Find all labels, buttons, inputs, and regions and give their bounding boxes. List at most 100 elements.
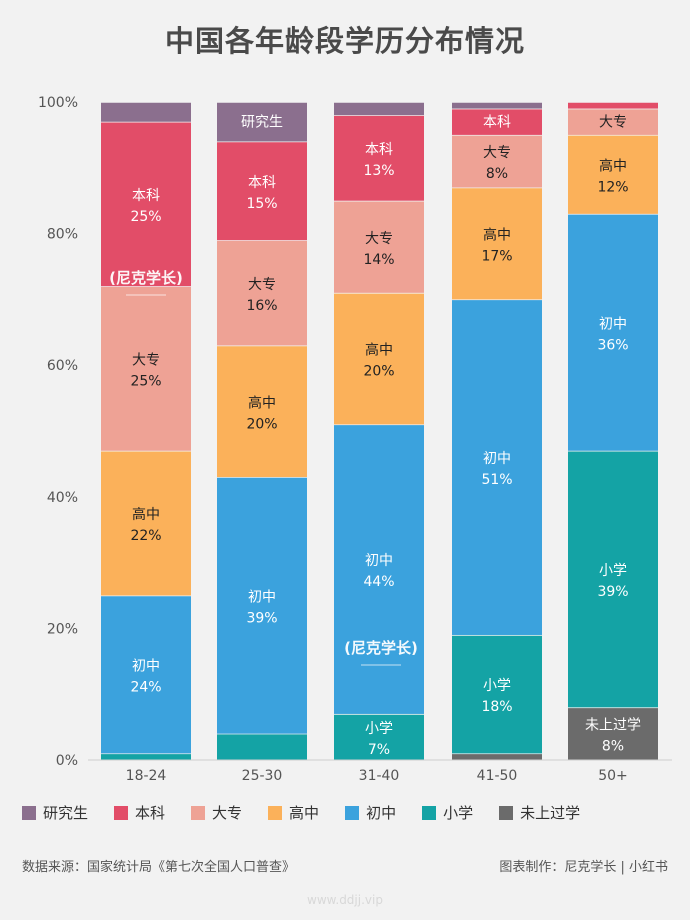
y-tick-label: 100% bbox=[38, 95, 78, 111]
bar-segment bbox=[334, 713, 424, 760]
bar-stack-31-40: 小学 7% 初中 44% 高中 20% 大专 14% 本科 13% bbox=[334, 101, 424, 760]
segment-name-label: 高中 bbox=[132, 506, 160, 523]
bar-segment bbox=[334, 292, 424, 425]
legend-label: 研究生 bbox=[43, 804, 89, 822]
legend-swatch bbox=[499, 805, 514, 820]
bar-segment bbox=[452, 634, 542, 754]
y-tick-label: 20% bbox=[47, 621, 78, 637]
bar-segment bbox=[101, 595, 191, 754]
legend-item: 研究生 bbox=[22, 802, 88, 823]
x-tick-label: 41-50 bbox=[477, 768, 518, 784]
segment-name-label: 本科 bbox=[365, 142, 393, 158]
segment-value-label: 24% bbox=[130, 679, 161, 695]
legend-item: 初中 bbox=[345, 802, 396, 823]
bar-segment bbox=[217, 141, 307, 241]
chart-title: 中国各年龄段学历分布情况 bbox=[164, 24, 525, 58]
bar-segment bbox=[334, 115, 424, 201]
segment-value-label: 16% bbox=[246, 298, 277, 314]
segment-name-label: 大专 bbox=[483, 145, 511, 161]
segment-value-label: 8% bbox=[486, 166, 508, 182]
segment-name-label: 初中 bbox=[365, 552, 393, 569]
segment-value-label: 25% bbox=[130, 373, 161, 389]
bar-segment bbox=[452, 299, 542, 635]
legend-swatch bbox=[268, 805, 283, 820]
segment-name-label: 研究生 bbox=[241, 115, 283, 131]
y-tick-label: 80% bbox=[47, 227, 78, 243]
legend-item: 未上过学 bbox=[499, 802, 580, 823]
bar-segment bbox=[568, 213, 658, 451]
footer-credit: 图表制作：尼克学长 | 小红书 bbox=[499, 860, 668, 875]
legend-label: 本科 bbox=[135, 804, 166, 822]
bar-segment bbox=[217, 733, 307, 760]
legend-swatch bbox=[345, 805, 360, 820]
legend-item: 小学 bbox=[422, 802, 473, 823]
bar-segment bbox=[101, 753, 191, 760]
bar-stack-18-24: 初中 24% 高中 22% 大专 25% 本科 25% bbox=[101, 101, 191, 760]
segment-name-label: 大专 bbox=[248, 277, 276, 293]
bar-segment bbox=[568, 707, 658, 760]
segment-value-label: 22% bbox=[130, 528, 161, 544]
y-tick-label: 60% bbox=[47, 358, 78, 374]
site-watermark: www.ddjj.vip bbox=[307, 893, 383, 907]
y-tick-label: 40% bbox=[47, 490, 78, 506]
segment-value-label: 44% bbox=[363, 574, 394, 590]
bar-segment bbox=[101, 102, 191, 122]
legend-label: 高中 bbox=[289, 804, 320, 822]
segment-name-label: 高中 bbox=[248, 394, 276, 411]
segment-name-label: 小学 bbox=[365, 721, 393, 737]
legend-label: 大专 bbox=[212, 804, 243, 822]
x-tick-label: 50+ bbox=[598, 768, 628, 784]
bar-segment bbox=[334, 200, 424, 293]
segment-value-label: 17% bbox=[481, 248, 512, 264]
segment-name-label: 初中 bbox=[483, 450, 511, 467]
segment-value-label: 39% bbox=[246, 610, 277, 626]
segment-value-label: 36% bbox=[597, 337, 628, 353]
logo-watermarks: (尼克学长) (尼克学长) bbox=[109, 269, 418, 666]
bar-stack-25-30: 初中 39% 高中 20% 大专 16% 本科 15% 研究生 bbox=[217, 101, 307, 760]
bar-segment bbox=[452, 187, 542, 300]
segment-value-label: 14% bbox=[363, 252, 394, 268]
y-tick-label: 0% bbox=[56, 753, 78, 769]
x-axis: 18-24 25-30 31-40 41-50 50+ bbox=[88, 759, 672, 784]
segment-value-label: 39% bbox=[597, 584, 628, 600]
segment-value-label: 15% bbox=[246, 196, 277, 212]
segment-name-label: 小学 bbox=[599, 563, 627, 579]
segment-value-label: 13% bbox=[363, 163, 394, 179]
segment-value-label: 7% bbox=[368, 742, 390, 758]
bar-segment bbox=[217, 240, 307, 346]
bar-segment bbox=[568, 108, 658, 135]
bar-segment bbox=[101, 121, 191, 287]
segment-name-label: 未上过学 bbox=[585, 718, 641, 734]
stacked-bar-chart: 0% 20% 40% 60% 80% 100% 初中 24% 高中 22% 大专 25% 本科 25% 初… bbox=[38, 95, 672, 784]
segment-name-label: 大专 bbox=[599, 115, 627, 131]
bar-segment bbox=[568, 450, 658, 708]
logo-text: (尼克学长) bbox=[344, 639, 418, 657]
segment-value-label: 51% bbox=[481, 472, 512, 488]
logo-watermark: (尼克学长) bbox=[109, 269, 183, 296]
bar-segment bbox=[217, 477, 307, 734]
segment-name-label: 高中 bbox=[599, 157, 627, 174]
segment-name-label: 大专 bbox=[132, 352, 160, 368]
segment-name-label: 初中 bbox=[599, 315, 627, 332]
bar-segment bbox=[568, 134, 658, 214]
legend-label: 未上过学 bbox=[520, 804, 581, 822]
segment-value-label: 18% bbox=[481, 699, 512, 715]
legend-swatch bbox=[22, 805, 36, 820]
bars: 初中 24% 高中 22% 大专 25% 本科 25% 初中 39% 高中 20% 大专 16% 本科 15%… bbox=[101, 101, 658, 760]
segment-name-label: 小学 bbox=[483, 678, 511, 694]
bar-segment bbox=[452, 753, 542, 760]
legend-swatch bbox=[191, 805, 206, 820]
bar-stack-50+: 未上过学 8% 小学 39% 初中 36% 高中 12% 大专 bbox=[568, 101, 658, 760]
segment-value-label: 8% bbox=[602, 739, 624, 755]
bar-segment bbox=[217, 102, 307, 142]
segment-value-label: 20% bbox=[363, 364, 394, 380]
bar-segment bbox=[452, 134, 542, 188]
segment-value-label: 25% bbox=[130, 209, 161, 225]
bar-segment bbox=[452, 108, 542, 135]
x-tick-label: 25-30 bbox=[242, 768, 283, 784]
bar-segment bbox=[334, 424, 424, 714]
y-axis: 0% 20% 40% 60% 80% 100% bbox=[38, 95, 78, 769]
legend-item: 本科 bbox=[114, 802, 165, 823]
bar-segment bbox=[452, 102, 542, 109]
legend-label: 初中 bbox=[366, 804, 397, 822]
